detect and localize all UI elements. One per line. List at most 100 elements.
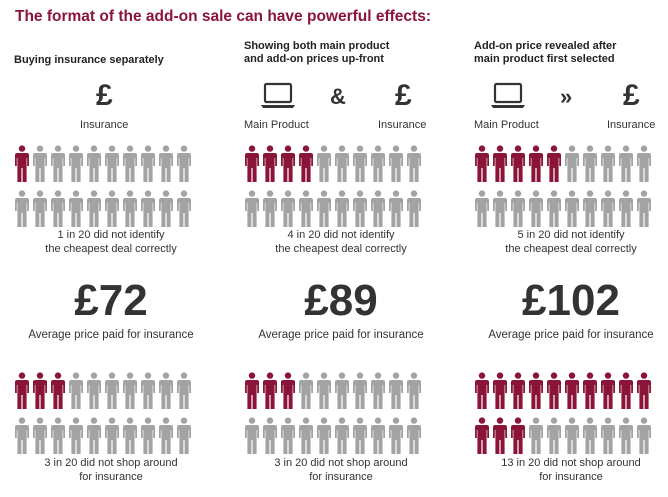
person-icon [371, 372, 385, 409]
shop-grid [244, 372, 422, 455]
person-icon [159, 372, 173, 409]
person-icon [601, 417, 615, 454]
pictogram-row [474, 145, 652, 183]
person-icon [87, 417, 101, 454]
person-icon [407, 190, 421, 227]
person-icon [583, 190, 597, 227]
person-icon [159, 417, 173, 454]
person-icon [159, 145, 173, 182]
average-price-label: Average price paid for insurance [488, 329, 654, 341]
column-upfront: Showing both main product and add-on pri… [230, 0, 452, 497]
pictogram-row [244, 372, 422, 410]
person-icon [245, 372, 259, 409]
average-price-label: Average price paid for insurance [258, 329, 424, 341]
person-icon [547, 372, 561, 409]
pictogram-row [244, 190, 422, 228]
identify-stat: 4 in 20 did not identify the cheapest de… [275, 229, 407, 255]
person-icon [105, 145, 119, 182]
person-icon [583, 372, 597, 409]
person-icon [123, 190, 137, 227]
person-icon [299, 372, 313, 409]
column-heading: Add-on price revealed after main product… [474, 40, 617, 65]
person-icon [15, 145, 29, 182]
insurance-label: Insurance [607, 119, 656, 131]
identify-grid [474, 145, 652, 228]
person-icon [493, 145, 507, 182]
pound-icon: £ [623, 79, 640, 112]
person-icon [353, 372, 367, 409]
person-icon [389, 190, 403, 227]
person-icon [299, 190, 313, 227]
person-icon [637, 145, 651, 182]
average-price: £102 [522, 276, 620, 325]
person-icon [529, 190, 543, 227]
double-arrow-icon: » [560, 84, 573, 109]
person-icon [547, 145, 561, 182]
person-icon [601, 372, 615, 409]
person-icon [353, 145, 367, 182]
person-icon [511, 190, 525, 227]
insurance-label: Insurance [378, 119, 427, 131]
person-icon [335, 145, 349, 182]
person-icon [51, 417, 65, 454]
person-icon [69, 145, 83, 182]
person-icon [15, 190, 29, 227]
average-price: £89 [304, 276, 378, 325]
person-icon [281, 190, 295, 227]
pictogram-row [14, 145, 192, 183]
insurance-label: Insurance [80, 119, 129, 131]
person-icon [389, 372, 403, 409]
person-icon [281, 145, 295, 182]
person-icon [123, 372, 137, 409]
person-icon [389, 417, 403, 454]
ampersand-icon: & [330, 84, 346, 109]
shop-grid [474, 372, 652, 455]
column-heading: Buying insurance separately [14, 54, 164, 66]
person-icon [245, 145, 259, 182]
column-revealed-after: Add-on price revealed after main product… [460, 0, 668, 497]
pictogram-row [474, 417, 652, 455]
person-icon [493, 190, 507, 227]
person-icon [105, 417, 119, 454]
person-icon [529, 145, 543, 182]
laptop-icon [491, 82, 525, 108]
person-icon [15, 372, 29, 409]
pictogram-row [474, 190, 652, 228]
person-icon [299, 145, 313, 182]
identify-stat: 1 in 20 did not identify the cheapest de… [45, 229, 177, 255]
person-icon [263, 190, 277, 227]
person-icon [565, 372, 579, 409]
person-icon [33, 372, 47, 409]
person-icon [317, 190, 331, 227]
person-icon [87, 372, 101, 409]
person-icon [583, 145, 597, 182]
person-icon [493, 417, 507, 454]
shop-stat: 13 in 20 did not shop around for insuran… [501, 457, 641, 483]
person-icon [33, 190, 47, 227]
person-icon [475, 417, 489, 454]
person-icon [511, 372, 525, 409]
person-icon [565, 190, 579, 227]
person-icon [565, 417, 579, 454]
person-icon [565, 145, 579, 182]
main-product-label: Main Product [474, 119, 539, 131]
person-icon [33, 417, 47, 454]
person-icon [141, 372, 155, 409]
person-icon [371, 145, 385, 182]
person-icon [15, 417, 29, 454]
person-icon [619, 372, 633, 409]
person-icon [317, 145, 331, 182]
person-icon [601, 190, 615, 227]
person-icon [87, 145, 101, 182]
person-icon [637, 417, 651, 454]
person-icon [371, 417, 385, 454]
person-icon [317, 417, 331, 454]
person-icon [475, 372, 489, 409]
identify-grid [14, 145, 192, 228]
column-heading: Showing both main product and add-on pri… [244, 40, 390, 65]
person-icon [389, 145, 403, 182]
person-icon [475, 190, 489, 227]
person-icon [493, 372, 507, 409]
person-icon [281, 372, 295, 409]
person-icon [51, 372, 65, 409]
